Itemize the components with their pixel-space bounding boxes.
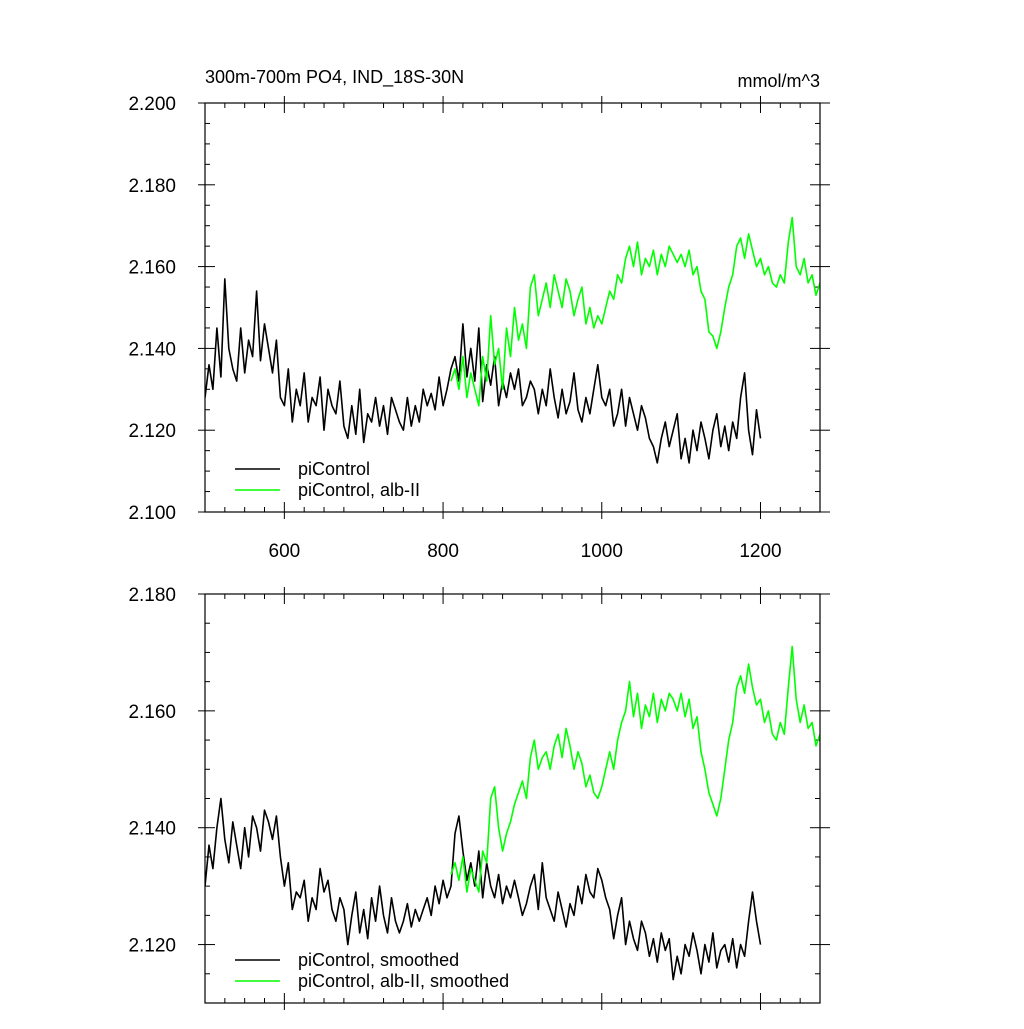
panel1-series-line-2: [450, 216, 820, 407]
panel2-y-tick-label: 2.180: [128, 585, 176, 606]
panel2-series-line-2: [450, 645, 820, 893]
panel1-plot-frame: [204, 102, 821, 513]
panel1-y-tick-label: 2.140: [128, 339, 176, 360]
panel2-legend-label-2: piControl, alb-II, smoothed: [298, 971, 509, 991]
panel1-x-tick-label: 800: [427, 541, 459, 562]
panel1-legend-label-2: piControl, alb-II: [298, 480, 420, 500]
panel1-y-tick-label: 2.100: [128, 503, 176, 524]
panel2-y-tick-label: 2.160: [128, 702, 176, 723]
chart-units: mmol/m^3: [738, 71, 820, 91]
panel2-plot-frame: [204, 593, 821, 1004]
panel2-legend-label-1: piControl, smoothed: [298, 950, 459, 970]
panel2-series-line-1: [205, 797, 762, 981]
panel1-y-tick-label: 2.160: [128, 258, 176, 279]
panel1-x-tick-label: 1000: [581, 541, 623, 562]
panel1-y-tick-label: 2.180: [128, 176, 176, 197]
panel1-y-tick-label: 2.200: [128, 94, 176, 115]
chart-title: 300m-700m PO4, IND_18S-30N: [205, 67, 464, 88]
panel1-y-tick-label: 2.120: [128, 421, 176, 442]
panel1-legend-label-1: piControl: [298, 459, 370, 479]
panel1-x-tick-label: 600: [269, 541, 301, 562]
panel2-y-tick-label: 2.140: [128, 819, 176, 840]
panel1-x-tick-label: 1200: [739, 541, 781, 562]
panel2-y-tick-label: 2.120: [128, 936, 176, 957]
panel1-series-line-1: [205, 278, 762, 464]
